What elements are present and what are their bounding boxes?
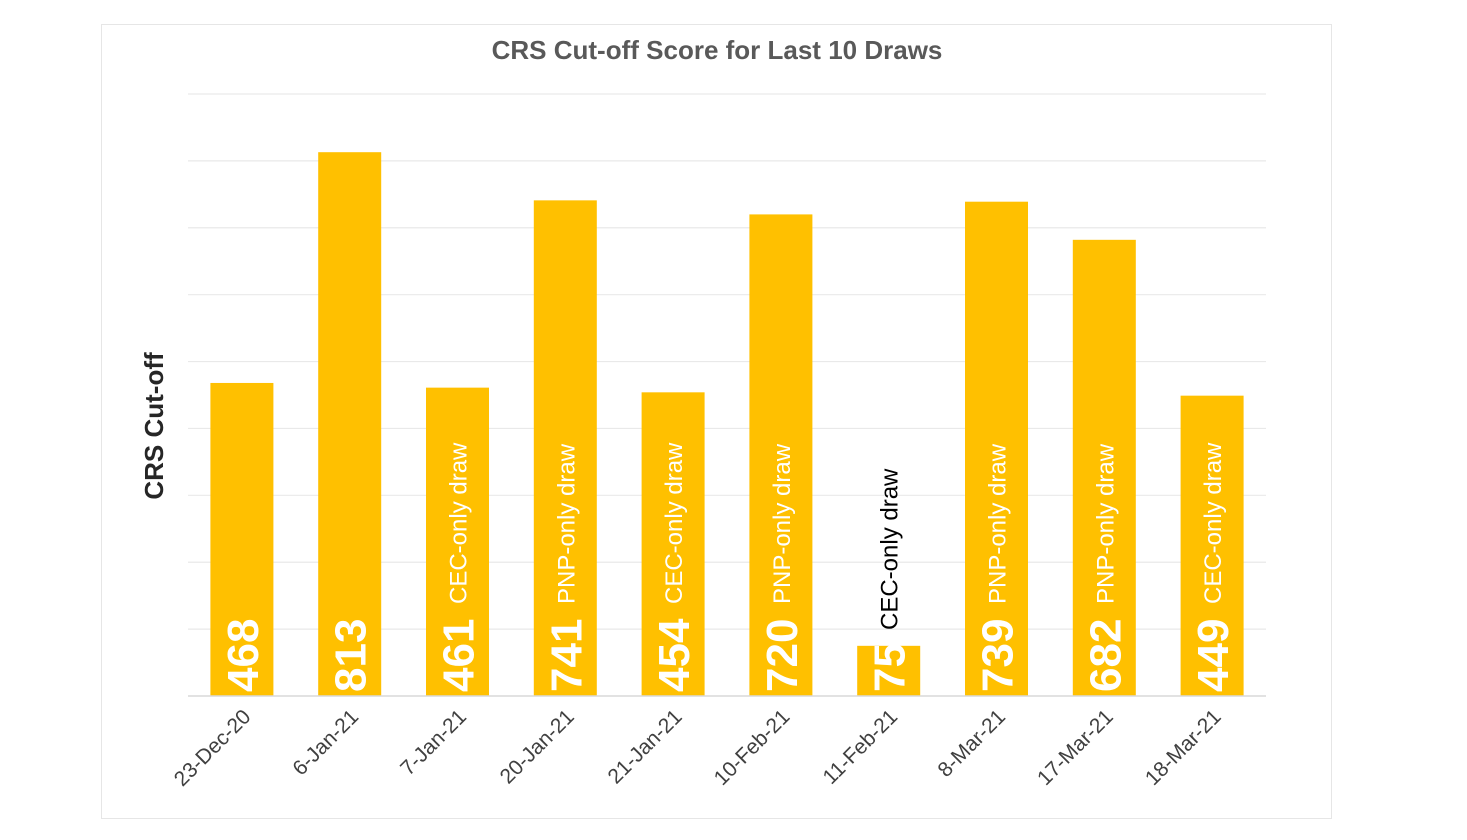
annotation-label: CEC-only draw bbox=[446, 442, 473, 604]
annotation-label: PNP-only draw bbox=[769, 443, 796, 604]
x-tick-label: 11-Feb-21 bbox=[819, 705, 903, 789]
annotation-label: PNP-only draw bbox=[985, 443, 1012, 604]
x-tick-label: 18-Mar-21 bbox=[1141, 705, 1226, 790]
bar bbox=[318, 152, 382, 696]
bar bbox=[641, 392, 705, 696]
bar bbox=[426, 387, 489, 696]
x-tick-label: 7-Jan-21 bbox=[396, 705, 471, 780]
x-tick-label: 17-Mar-21 bbox=[1033, 705, 1118, 790]
data-label: 454 bbox=[650, 618, 699, 692]
bar bbox=[749, 214, 813, 696]
y-axis-label: CRS Cut-off bbox=[139, 352, 169, 500]
bar bbox=[533, 200, 597, 696]
data-label: 449 bbox=[1189, 619, 1238, 692]
chart-title: CRS Cut-off Score for Last 10 Draws bbox=[492, 35, 943, 65]
x-tick-label: 23-Dec-20 bbox=[170, 705, 256, 791]
data-label: 468 bbox=[219, 619, 268, 692]
annotation-label: CEC-only draw bbox=[661, 442, 688, 604]
x-tick-labels: 23-Dec-20 6-Jan-21 7-Jan-21 20-Jan-21 21-Jan… bbox=[170, 705, 1226, 791]
data-label: 813 bbox=[327, 619, 376, 692]
x-tick-label: 8-Mar-21 bbox=[934, 705, 1011, 782]
bar bbox=[1180, 395, 1244, 696]
bar bbox=[857, 645, 921, 696]
annotation-label: CEC-only draw bbox=[1200, 442, 1227, 604]
x-tick-label: 6-Jan-21 bbox=[288, 705, 363, 780]
data-label: 720 bbox=[758, 619, 807, 692]
bar bbox=[1072, 239, 1136, 696]
bar-labels: 468 813 461 CEC-only draw 741 PNP-only draw 45… bbox=[219, 442, 1238, 692]
bar bbox=[965, 201, 1028, 697]
x-tick-label: 10-Feb-21 bbox=[710, 705, 795, 790]
annotation-label: PNP-only draw bbox=[553, 443, 580, 604]
annotation-label: CEC-only draw bbox=[877, 468, 904, 630]
data-label: 682 bbox=[1081, 619, 1130, 692]
data-label: 75 bbox=[866, 643, 915, 692]
x-tick-label: 20-Jan-21 bbox=[496, 705, 579, 788]
bar bbox=[210, 382, 274, 696]
x-tick-label: 21-Jan-21 bbox=[604, 705, 687, 788]
annotation-label: PNP-only draw bbox=[1092, 443, 1119, 604]
data-label: 741 bbox=[542, 619, 591, 692]
data-label: 739 bbox=[974, 619, 1023, 692]
data-label: 461 bbox=[435, 619, 484, 692]
bars bbox=[210, 152, 1244, 697]
